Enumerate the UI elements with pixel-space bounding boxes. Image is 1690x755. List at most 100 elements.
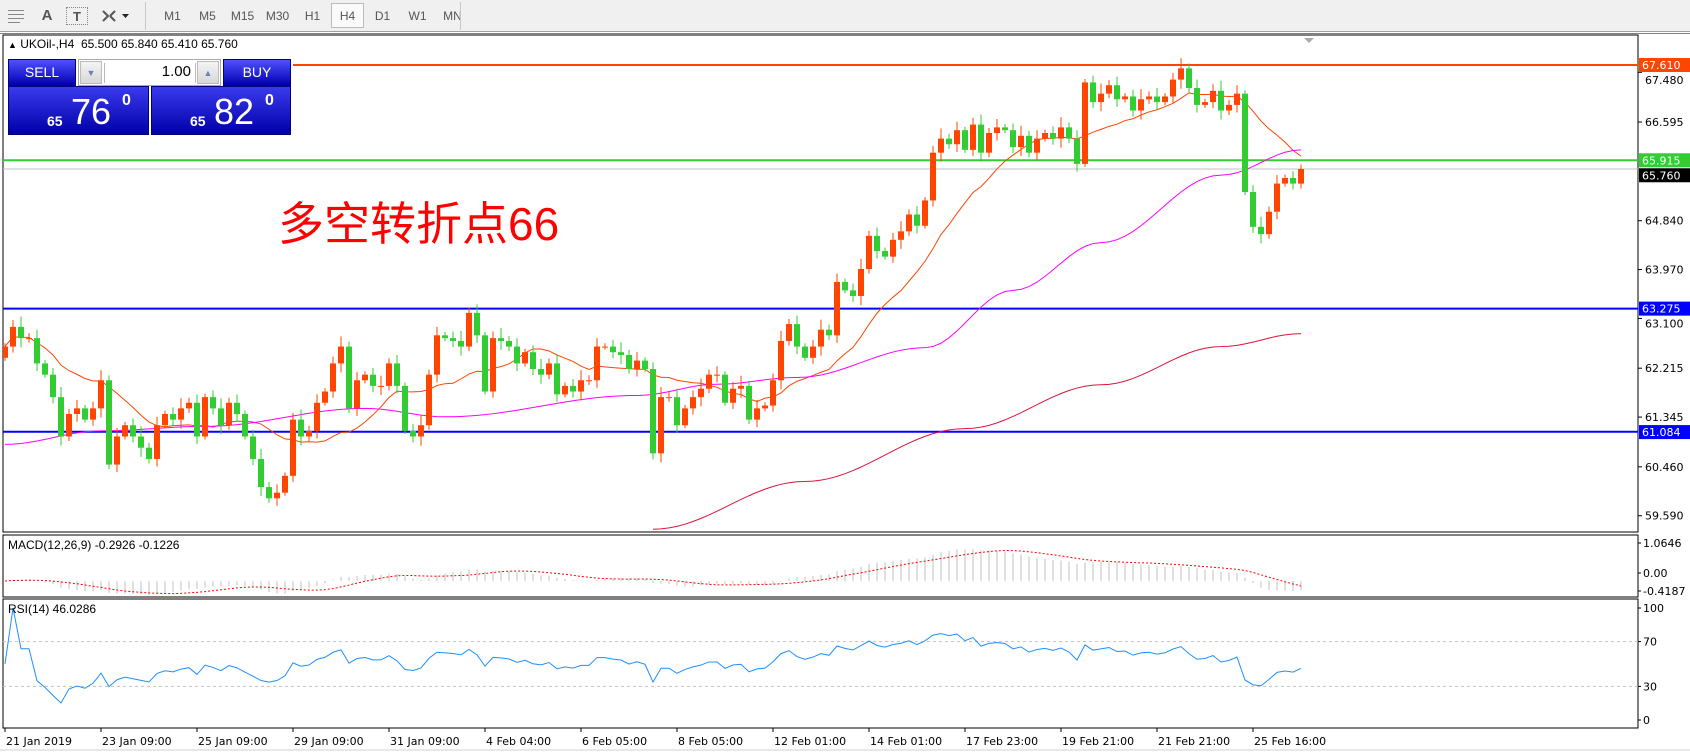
candle[interactable]	[338, 336, 344, 373]
candle[interactable]	[522, 348, 528, 367]
candle[interactable]	[1250, 185, 1256, 233]
candle[interactable]	[58, 387, 64, 446]
candle[interactable]	[122, 421, 128, 440]
text-icon[interactable]: A	[41, 7, 53, 24]
timeframe-m1[interactable]: M1	[164, 8, 181, 23]
candle[interactable]	[850, 283, 856, 303]
candle[interactable]	[130, 418, 136, 443]
candle[interactable]	[1146, 91, 1152, 104]
candle[interactable]	[210, 390, 216, 415]
candle[interactable]	[1186, 63, 1192, 93]
timeframe-mn[interactable]: MN	[443, 8, 462, 23]
candle[interactable]	[298, 409, 304, 446]
candle[interactable]	[594, 338, 600, 388]
candle[interactable]	[962, 126, 968, 153]
candle[interactable]	[378, 375, 384, 396]
candle[interactable]	[746, 380, 752, 425]
candle[interactable]	[418, 415, 424, 446]
candle[interactable]	[1290, 171, 1296, 190]
candle[interactable]	[1074, 130, 1080, 172]
candle[interactable]	[426, 369, 432, 430]
candle[interactable]	[1242, 90, 1248, 196]
candle[interactable]	[1010, 123, 1016, 154]
timeframe-m30[interactable]: M30	[265, 8, 290, 23]
candle[interactable]	[314, 394, 320, 439]
candle[interactable]	[514, 338, 520, 372]
candle[interactable]	[202, 393, 208, 440]
candle[interactable]	[810, 339, 816, 364]
candle[interactable]	[906, 209, 912, 236]
candle[interactable]	[282, 472, 288, 496]
candle[interactable]	[994, 118, 1000, 141]
timeframe-d1[interactable]: D1	[374, 8, 391, 23]
candle[interactable]	[162, 410, 168, 429]
text-label-icon[interactable]: T	[66, 7, 88, 25]
candle[interactable]	[194, 394, 200, 445]
candle[interactable]	[234, 394, 240, 422]
candle[interactable]	[914, 206, 920, 234]
candle[interactable]	[482, 331, 488, 395]
candle[interactable]	[602, 343, 608, 350]
candle[interactable]	[570, 379, 576, 398]
lot-increase-button[interactable]: ▲	[197, 61, 219, 84]
candle[interactable]	[1034, 130, 1040, 161]
candle[interactable]	[498, 328, 504, 351]
candle[interactable]	[1106, 80, 1112, 99]
candle[interactable]	[1226, 99, 1232, 116]
candle[interactable]	[114, 428, 120, 473]
candle[interactable]	[226, 397, 232, 430]
candle[interactable]	[346, 341, 352, 413]
candle[interactable]	[1170, 72, 1176, 103]
candle[interactable]	[1162, 93, 1168, 106]
candle[interactable]	[842, 278, 848, 294]
candle[interactable]	[138, 426, 144, 457]
candle[interactable]	[658, 387, 664, 463]
timeframe-m5[interactable]: M5	[199, 8, 216, 23]
candle[interactable]	[754, 399, 760, 428]
candle[interactable]	[218, 398, 224, 435]
candle[interactable]	[874, 227, 880, 259]
candle[interactable]	[538, 358, 544, 384]
candle[interactable]	[290, 412, 296, 482]
candle[interactable]	[1258, 216, 1264, 244]
candle[interactable]	[986, 127, 992, 158]
lot-size-stepper[interactable]: ▼ 1.00 ▲	[78, 59, 221, 86]
candle[interactable]	[714, 366, 720, 383]
candle[interactable]	[354, 371, 360, 416]
candle[interactable]	[402, 382, 408, 434]
candle[interactable]	[1002, 124, 1008, 134]
candle[interactable]	[970, 117, 976, 156]
candle[interactable]	[330, 356, 336, 398]
candle[interactable]	[546, 358, 552, 380]
candle[interactable]	[786, 319, 792, 346]
candle[interactable]	[1282, 174, 1288, 187]
timeframe-w1[interactable]: W1	[408, 8, 427, 23]
candle[interactable]	[1234, 85, 1240, 113]
candle[interactable]	[634, 352, 640, 377]
candle[interactable]	[1018, 125, 1024, 157]
candle[interactable]	[106, 375, 112, 470]
candle[interactable]	[674, 388, 680, 433]
candle[interactable]	[890, 233, 896, 263]
candle[interactable]	[858, 258, 864, 306]
candle[interactable]	[434, 326, 440, 383]
candle[interactable]	[530, 345, 536, 376]
candle[interactable]	[26, 333, 32, 343]
timeframe-h4[interactable]: H4	[331, 3, 364, 28]
candle[interactable]	[1194, 79, 1200, 113]
candle[interactable]	[586, 375, 592, 385]
candle[interactable]	[866, 230, 872, 274]
candle[interactable]	[778, 330, 784, 390]
buy-button[interactable]: BUY	[223, 59, 291, 86]
candle[interactable]	[882, 247, 888, 260]
candle[interactable]	[274, 484, 280, 506]
candle[interactable]	[1042, 129, 1048, 142]
candle[interactable]	[1218, 80, 1224, 120]
candle[interactable]	[266, 482, 272, 503]
candle[interactable]	[1178, 58, 1184, 89]
candle[interactable]	[42, 360, 48, 378]
candle[interactable]	[90, 401, 96, 426]
candle[interactable]	[682, 405, 688, 429]
candle[interactable]	[10, 320, 16, 353]
candle[interactable]	[186, 397, 192, 413]
